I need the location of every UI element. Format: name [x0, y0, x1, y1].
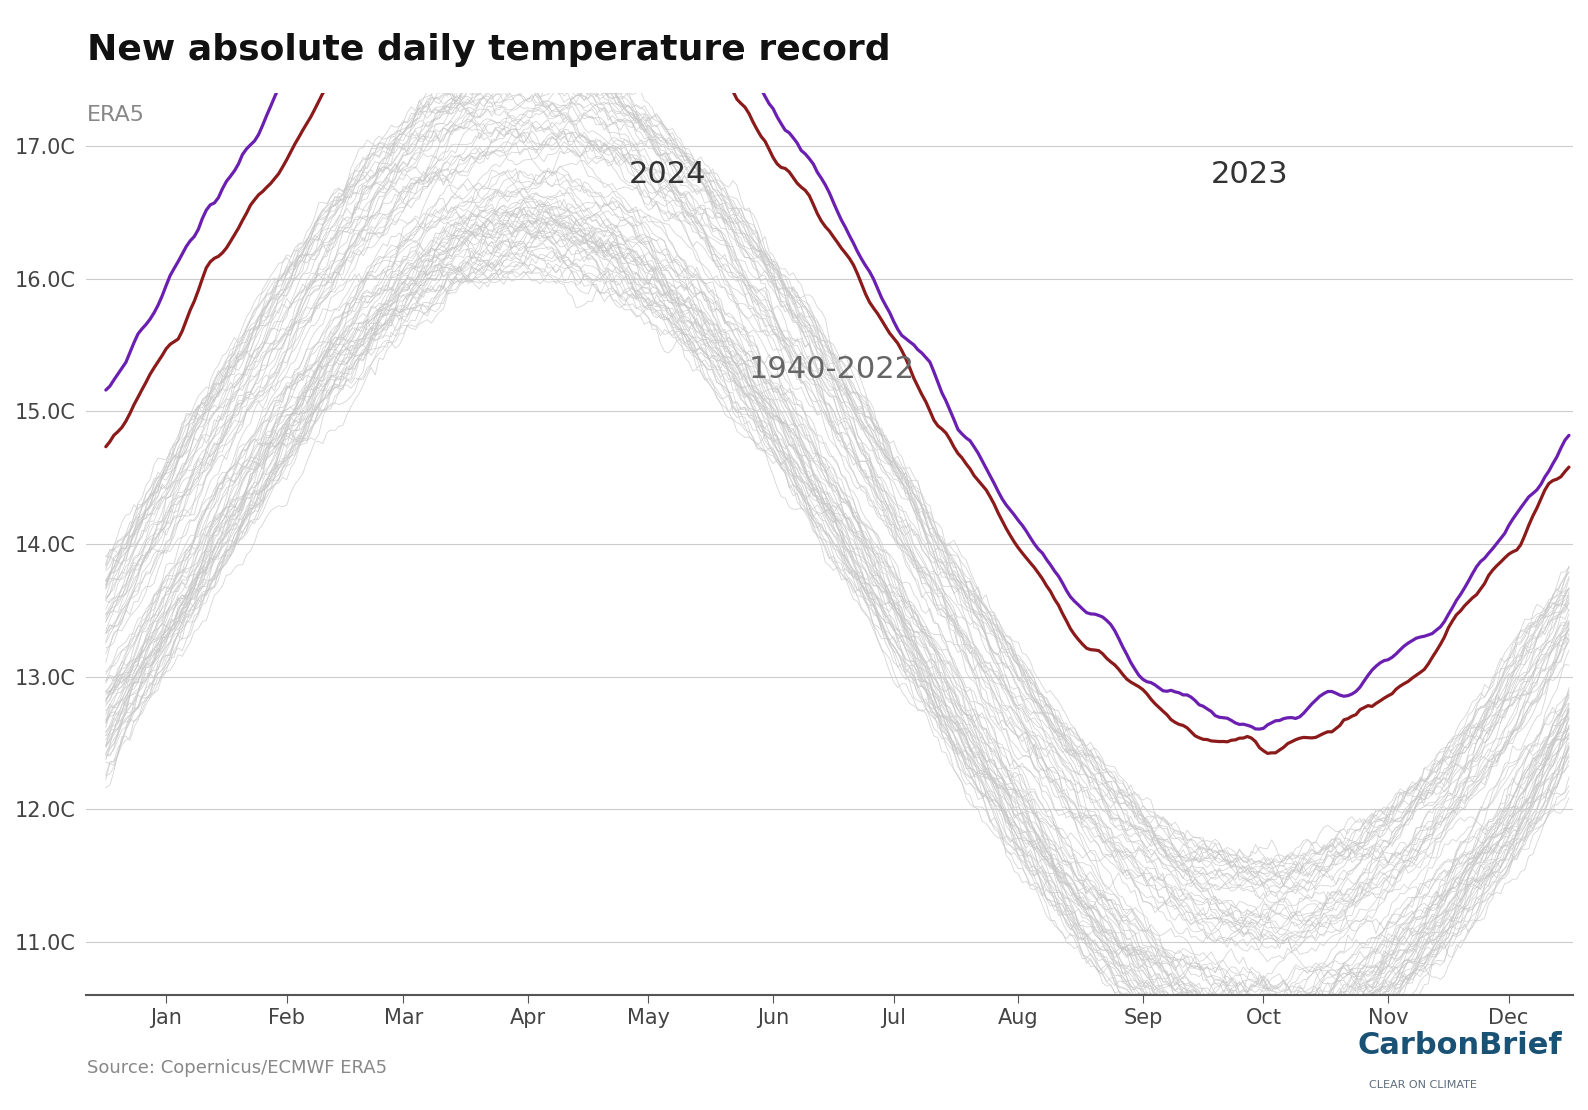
Text: 2024: 2024	[629, 160, 707, 189]
Text: Source: Copernicus/ECMWF ERA5: Source: Copernicus/ECMWF ERA5	[87, 1059, 387, 1077]
Text: New absolute daily temperature record: New absolute daily temperature record	[87, 33, 891, 68]
Text: ERA5: ERA5	[87, 105, 146, 125]
Text: 2023: 2023	[1212, 160, 1289, 189]
Text: CarbonBrief: CarbonBrief	[1358, 1031, 1563, 1060]
Text: CLEAR ON CLIMATE: CLEAR ON CLIMATE	[1369, 1080, 1477, 1090]
Text: 1940-2022: 1940-2022	[750, 355, 915, 384]
